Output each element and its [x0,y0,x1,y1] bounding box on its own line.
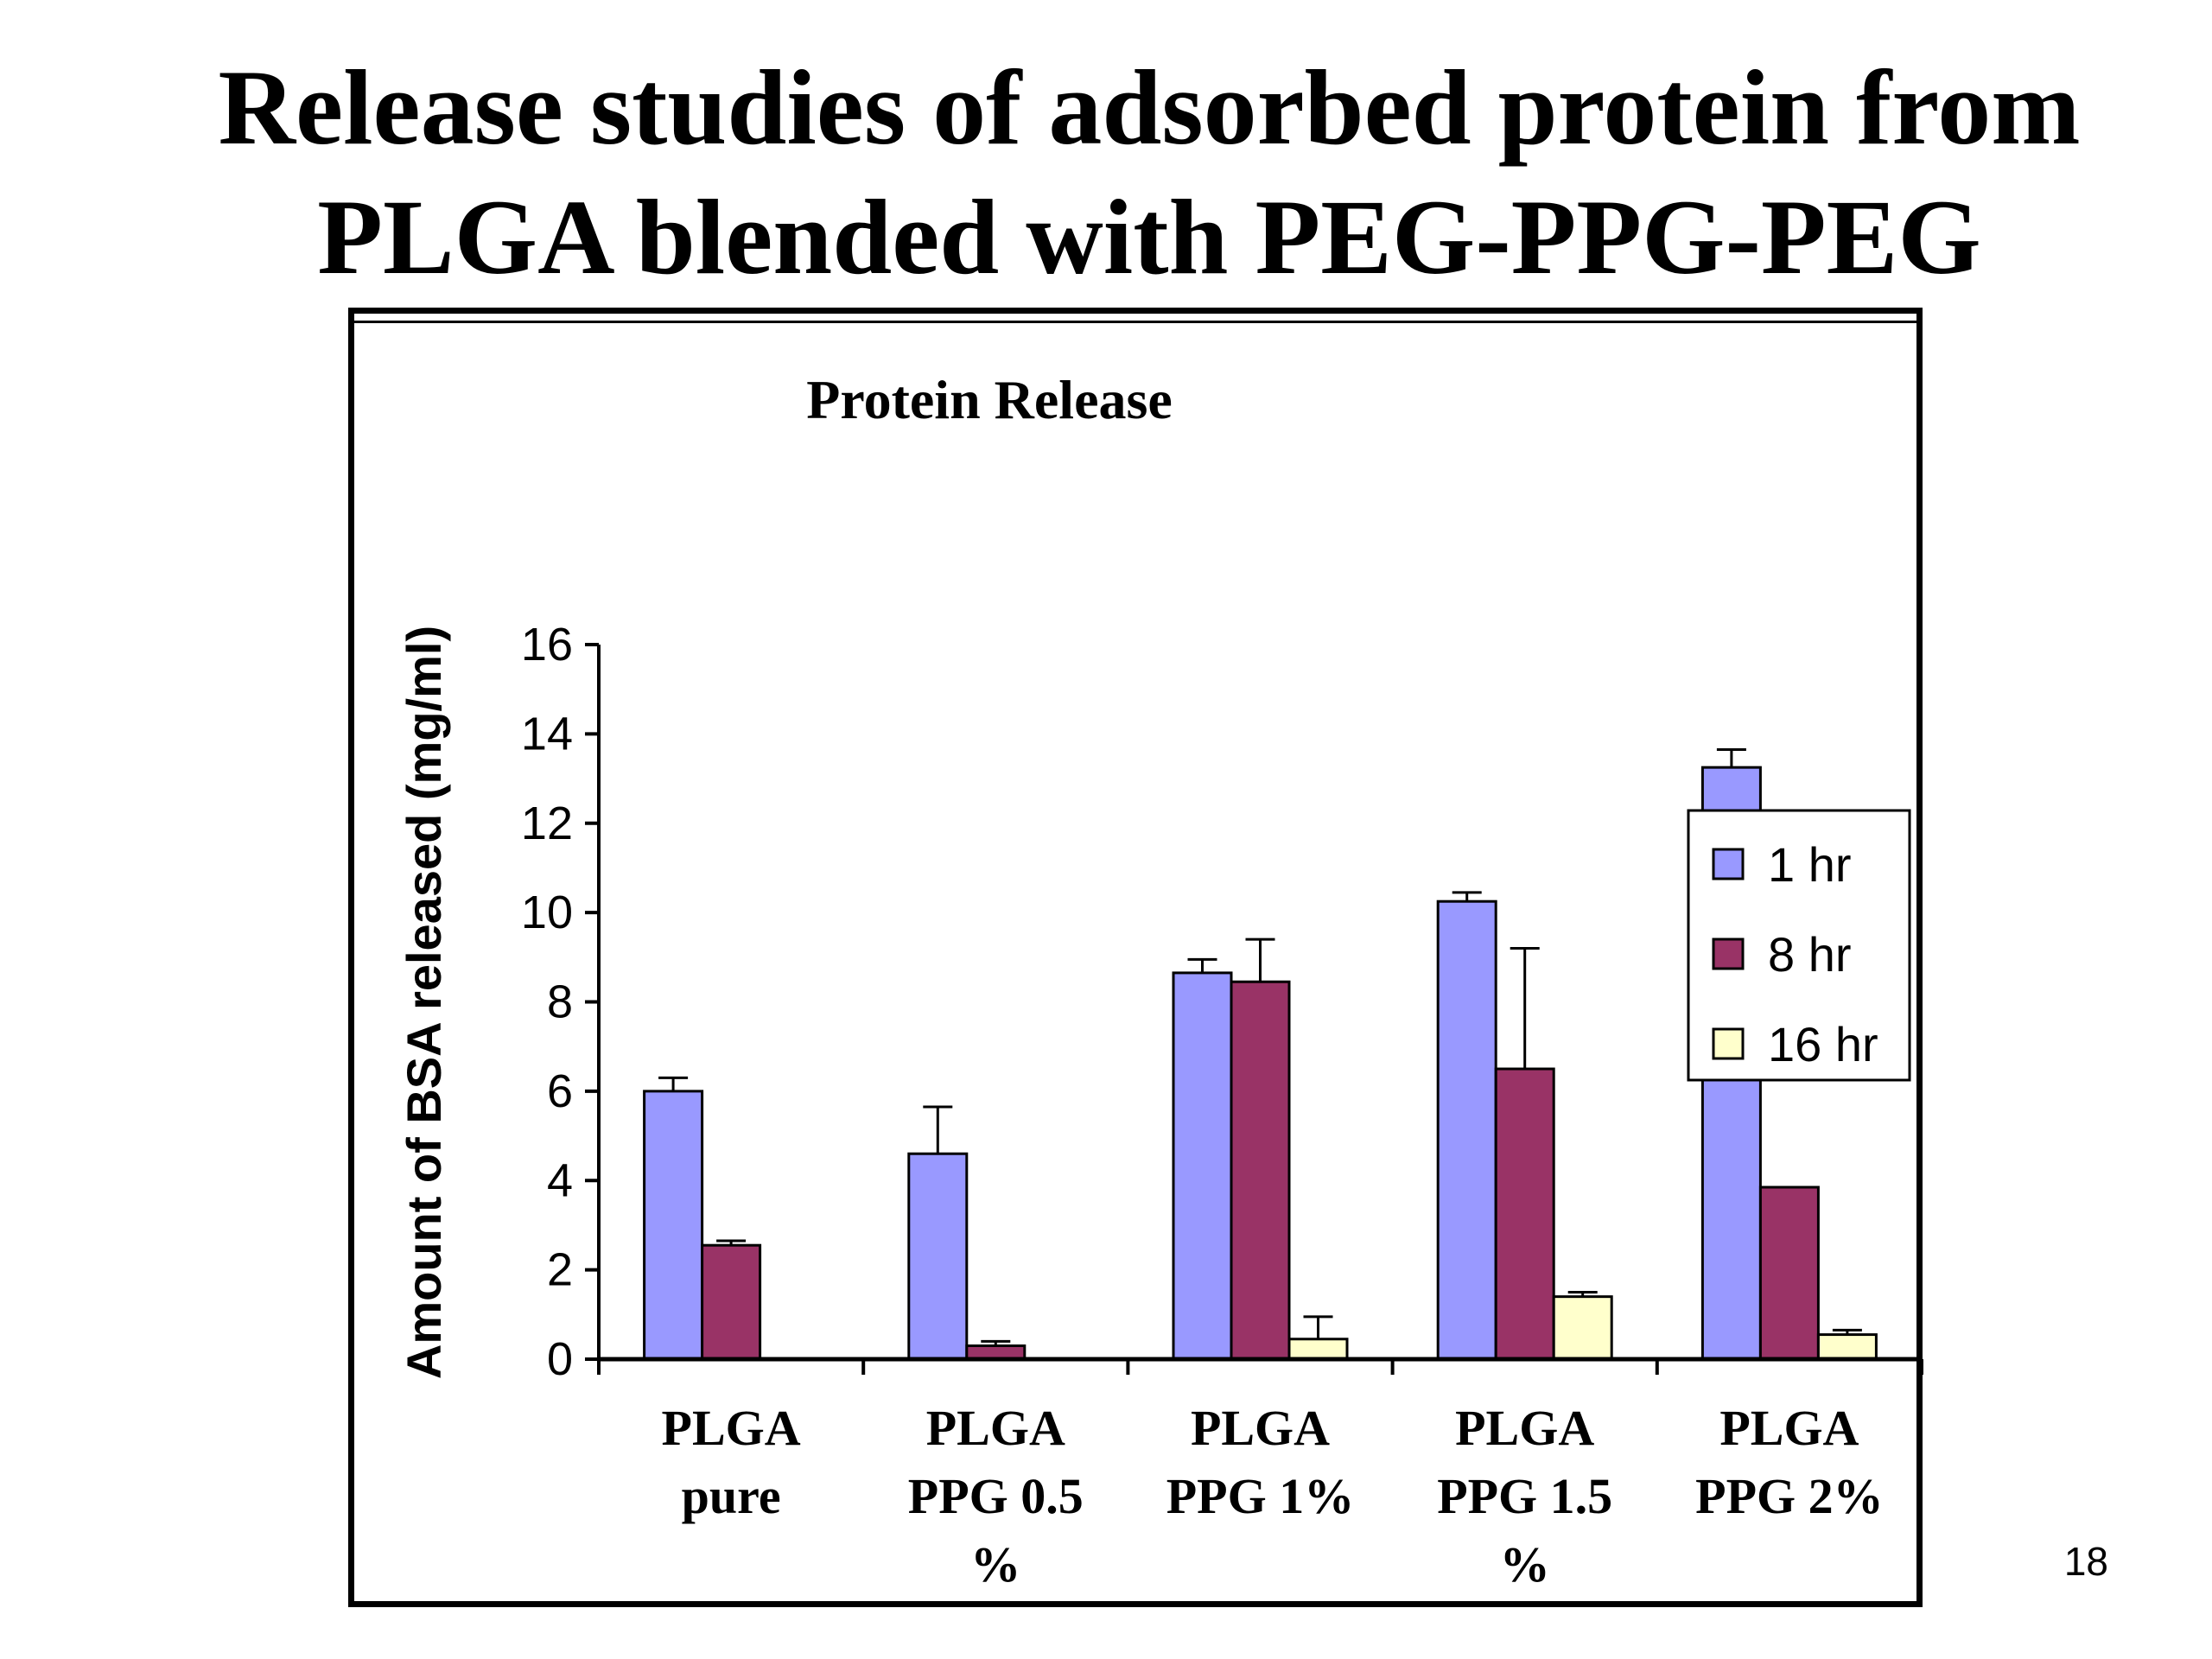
x-tick-label: PLGA [1455,1400,1594,1456]
x-tick-label: pure [682,1468,781,1524]
y-tick-label: 14 [521,708,573,760]
bar [907,1152,969,1361]
legend-label: 16 hr [1768,1017,1878,1071]
x-tick-label: PPG 0.5 [908,1468,1084,1524]
slide-number: 18 [2063,1539,2108,1584]
y-tick-label: 8 [547,976,573,1028]
bar [1494,1067,1555,1361]
y-tick-label: 10 [521,887,573,938]
bar [1172,971,1233,1361]
x-tick-label: PLGA [662,1400,801,1456]
legend-swatch [1712,1027,1745,1060]
bar [701,1243,762,1361]
bar [1758,1185,1820,1361]
bar [1436,899,1497,1361]
chart-frame [348,308,1923,1607]
bar [1552,1295,1613,1361]
chart-frame-top-rule [348,321,1923,323]
x-tick-label: PLGA [1719,1400,1859,1456]
y-tick-label: 12 [521,798,573,849]
y-tick-label: 4 [547,1154,573,1206]
x-tick-label: % [970,1536,1020,1592]
x-tick-label: PLGA [1191,1400,1330,1456]
slide-title: Release studies of adsorbed protein from… [0,43,2212,302]
bar [1816,1333,1878,1361]
bar [643,1090,704,1361]
y-tick-label: 0 [547,1333,573,1385]
bar [1230,980,1291,1361]
x-tick-label: PPG 2% [1695,1468,1883,1524]
y-tick-label: 16 [521,619,573,671]
legend-swatch [1712,848,1745,880]
legend-label: 8 hr [1768,927,1852,982]
x-tick-label: PPG 1.5 [1437,1468,1612,1524]
legend-label: 1 hr [1768,837,1852,892]
bar [1287,1338,1349,1361]
y-tick-label: 6 [547,1065,573,1117]
x-tick-label: % [1500,1536,1550,1592]
x-tick-label: PPG 1% [1166,1468,1354,1524]
slide-title-line-1: Release studies of adsorbed protein from [218,48,2081,167]
y-axis-label: Amount of BSA released (mg/ml) [397,626,451,1379]
chart-title: Protein Release [806,369,1173,430]
slide-title-line-2: PLGA blended with PEG-PPG-PEG [317,178,1981,296]
legend-swatch [1712,938,1745,970]
x-tick-label: PLGA [926,1400,1065,1456]
y-tick-label: 2 [547,1244,573,1296]
